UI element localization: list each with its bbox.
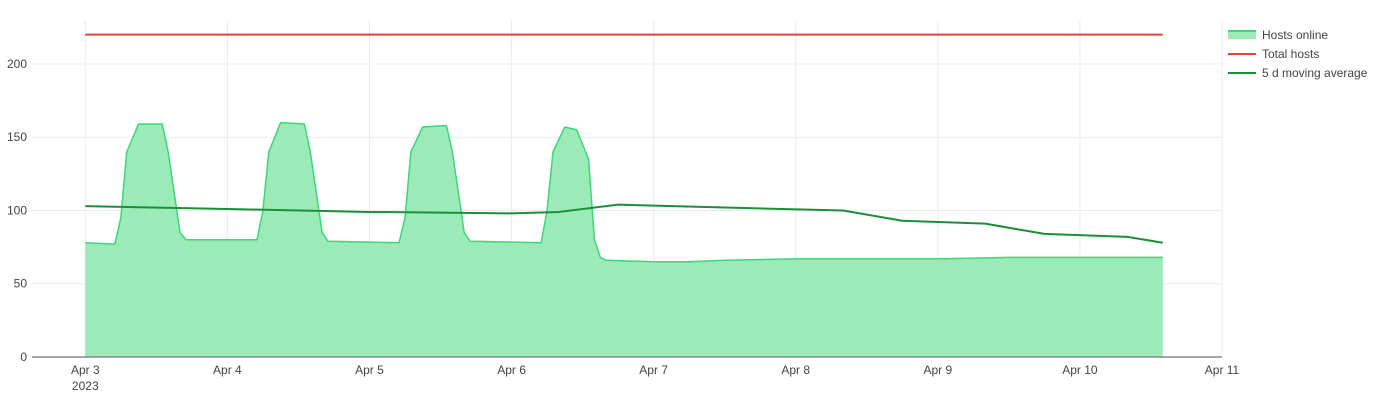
- series-layer: [85, 33, 1163, 357]
- series-line: [85, 203, 1163, 244]
- legend[interactable]: Hosts online Total hosts 5 d moving averag…: [1228, 28, 1368, 80]
- legend-label: Hosts online: [1262, 28, 1328, 42]
- x-tick-label: Apr 6: [497, 363, 526, 377]
- x-tick-label: Apr 5: [355, 363, 384, 377]
- axis-layer: Apr 3 2023 Apr 4 Apr 5 Apr 6 Apr 7 Apr 8 Apr 9 A…: [7, 57, 1240, 393]
- legend-label: Total hosts: [1262, 47, 1319, 61]
- series-line: [85, 121, 1163, 263]
- legend-item[interactable]: Hosts online: [1228, 28, 1328, 42]
- series-5-d-moving-average[interactable]: [85, 203, 1163, 244]
- x-tick-label: Apr 8: [781, 363, 810, 377]
- x-tick-label: Apr 9: [923, 363, 952, 377]
- legend-item[interactable]: Total hosts: [1228, 47, 1319, 61]
- y-tick-label: 0: [20, 350, 27, 364]
- x-tick-label: Apr 11: [1205, 363, 1240, 377]
- legend-swatch: [1228, 31, 1256, 39]
- series-area-fill: [85, 122, 1163, 357]
- x-tick-label: Apr 10: [1062, 363, 1098, 377]
- x-tick-label: Apr 3: [71, 363, 100, 377]
- y-tick-label: 50: [14, 277, 28, 291]
- x-tick-label: Apr 4: [213, 363, 242, 377]
- series-hosts-online[interactable]: [85, 121, 1163, 357]
- y-tick-label: 150: [7, 130, 27, 144]
- y-tick-label: 100: [7, 203, 27, 217]
- legend-item[interactable]: 5 d moving average: [1228, 66, 1368, 80]
- legend-label: 5 d moving average: [1262, 66, 1368, 80]
- x-tick-label: Apr 7: [639, 363, 668, 377]
- x-tick-sublabel: 2023: [72, 379, 99, 393]
- y-tick-label: 200: [7, 57, 27, 71]
